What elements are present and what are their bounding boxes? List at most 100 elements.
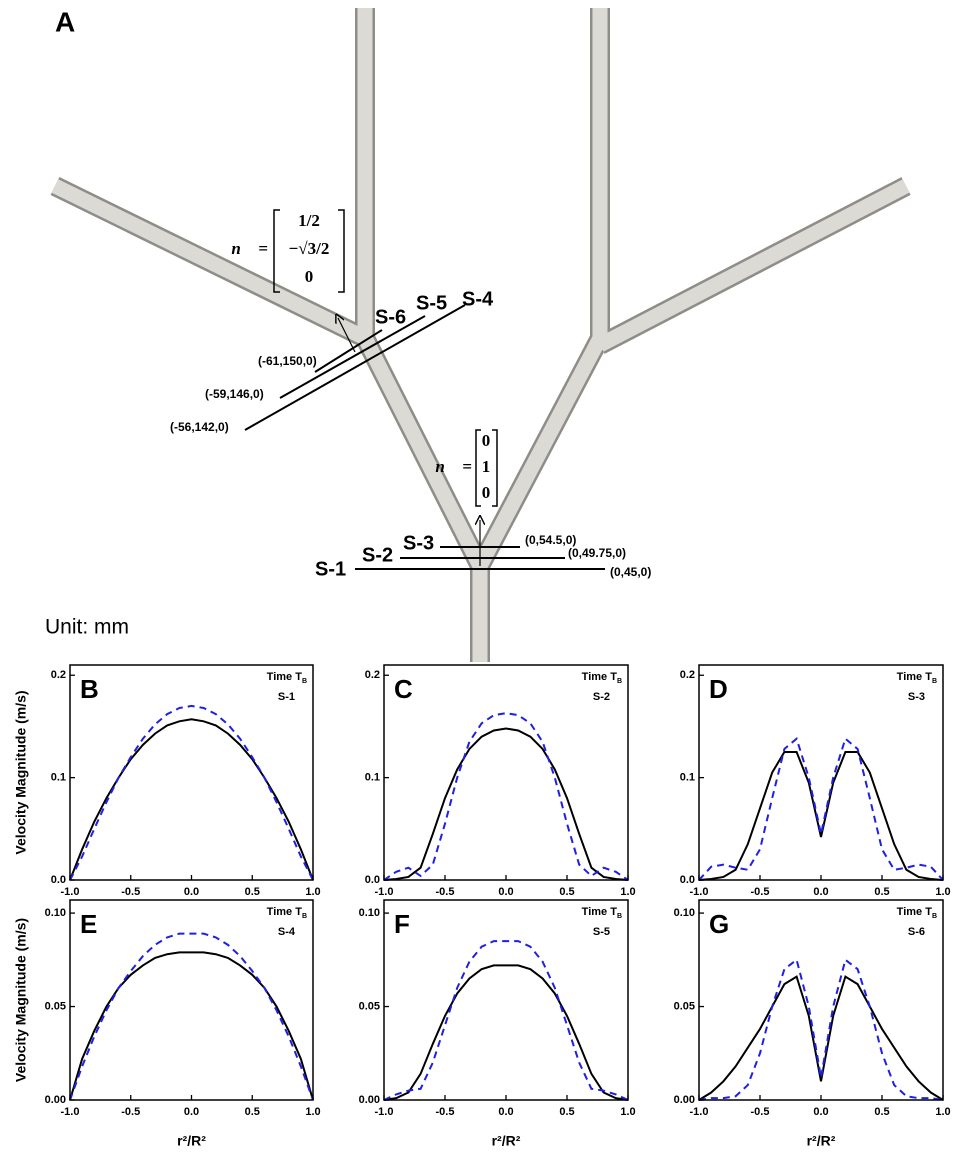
x-tick-label: -1.0: [375, 1106, 394, 1118]
panel-label: E: [80, 909, 97, 939]
time-label: Time TB: [267, 906, 307, 920]
panel-label: B: [80, 674, 99, 704]
x-tick-label: 1.0: [935, 886, 950, 898]
x-tick-label: -1.0: [690, 886, 709, 898]
x-axis-label: r²/R²: [492, 1133, 521, 1149]
y-tick-label: 0.1: [680, 772, 695, 784]
y-tick-label: 0.10: [359, 907, 380, 919]
time-subscript: B: [617, 678, 622, 685]
panel-label: D: [709, 674, 728, 704]
section-label: S-5: [416, 292, 447, 314]
x-tick-label: 0.5: [559, 886, 574, 898]
x-tick-label: 1.0: [620, 1106, 635, 1118]
y-tick-label: 0.00: [674, 1094, 695, 1106]
section-point: (0,54.5,0): [525, 533, 576, 547]
x-tick-label: -0.5: [436, 1106, 455, 1118]
time-subscript: B: [932, 678, 937, 685]
unit-label: Unit: mm: [45, 616, 129, 639]
time-text: Time T: [267, 906, 303, 918]
panel-label: F: [394, 909, 410, 939]
x-tick-label: 0.5: [245, 1106, 260, 1118]
section-point: (0,49.75,0): [568, 546, 626, 560]
x-tick-label: 0.0: [813, 1106, 828, 1118]
plot-frame: [699, 665, 943, 880]
normal-component: 0: [482, 431, 491, 450]
y-tick-label: 0.05: [359, 1000, 380, 1012]
vessel-diagram: A Unit: mm S-1 S-2 S-3 S-4 S-5 S-6 (0,45…: [45, 6, 906, 662]
y-tick-label: 0.10: [45, 907, 66, 919]
x-tick-label: 0.0: [184, 1106, 199, 1118]
x-tick-label: 0.5: [245, 886, 260, 898]
section-label: S-1: [278, 691, 295, 703]
section-label: S-4: [278, 926, 296, 938]
time-label: Time TB: [267, 671, 307, 685]
series-line: [384, 965, 628, 1100]
section-point: (-61,150,0): [258, 354, 317, 368]
x-tick-label: 0.0: [498, 886, 513, 898]
time-text: Time T: [897, 906, 933, 918]
time-subscript: B: [617, 913, 622, 920]
x-tick-label: -0.5: [751, 886, 770, 898]
y-tick-label: 0.00: [359, 1094, 380, 1106]
section-point: (0,45,0): [610, 565, 651, 579]
x-tick-label: 1.0: [305, 886, 320, 898]
y-tick-label: 0.10: [674, 907, 695, 919]
x-tick-label: -0.5: [121, 886, 140, 898]
y-tick-label: 0.0: [51, 874, 66, 886]
x-tick-label: 1.0: [620, 886, 635, 898]
y-tick-label: 0.2: [51, 669, 66, 681]
y-tick-label: 0.2: [680, 669, 695, 681]
series-line: [70, 719, 313, 880]
x-tick-label: -0.5: [436, 886, 455, 898]
series-line: [699, 752, 943, 880]
x-axis-label: r²/R²: [807, 1133, 836, 1149]
y-tick-label: 0.1: [51, 772, 66, 784]
x-tick-label: -1.0: [61, 886, 80, 898]
normal-component: 1/2: [298, 211, 320, 230]
section-label: S-6: [908, 926, 925, 938]
x-tick-label: -0.5: [751, 1106, 770, 1118]
y-axis-label: Velocity Magnitude (m/s): [13, 918, 29, 1082]
time-text: Time T: [897, 671, 933, 683]
section-label: S-5: [593, 926, 610, 938]
section-label: S-6: [375, 306, 406, 328]
x-tick-label: 0.0: [498, 1106, 513, 1118]
time-text: Time T: [582, 906, 618, 918]
plot-frame: [70, 900, 313, 1100]
normal-symbol: n⃗ =: [435, 457, 472, 476]
x-tick-label: 0.5: [874, 886, 889, 898]
chart-panel: 0.00 0.05 0.10 -1.0 -0.5 0.0 0.5 1.0 F Time TB S-5…: [359, 900, 636, 1149]
panel-label: G: [709, 909, 729, 939]
y-tick-label: 0.2: [365, 669, 380, 681]
y-tick-label: 0.0: [680, 874, 695, 886]
x-tick-label: 0.5: [559, 1106, 574, 1118]
y-axis-label: Velocity Magnitude (m/s): [13, 690, 29, 854]
panel-label: A: [55, 6, 75, 37]
section-point: (-59,146,0): [205, 387, 264, 401]
series-line: [70, 952, 313, 1100]
series-line: [384, 713, 628, 880]
y-tick-label: 0.00: [45, 1094, 66, 1106]
x-axis-label: r²/R²: [177, 1133, 206, 1149]
normal-symbol: n⃗ =: [231, 239, 268, 258]
x-tick-label: 1.0: [935, 1106, 950, 1118]
time-label: Time TB: [582, 671, 622, 685]
plot-frame: [384, 665, 628, 880]
normal-component: 0: [482, 483, 491, 502]
section-point: (-56,142,0): [170, 420, 229, 434]
series-line: [70, 706, 313, 880]
series-line: [699, 977, 943, 1100]
section-label: S-3: [908, 691, 925, 703]
plot-frame: [70, 665, 313, 880]
time-label: Time TB: [897, 671, 937, 685]
time-label: Time TB: [582, 906, 622, 920]
y-tick-label: 0.05: [674, 1000, 695, 1012]
section-label: S-3: [403, 532, 434, 554]
x-tick-label: 1.0: [305, 1106, 320, 1118]
normal-component: 0: [305, 267, 314, 286]
plot-frame: [384, 900, 628, 1100]
x-tick-label: -1.0: [375, 886, 394, 898]
